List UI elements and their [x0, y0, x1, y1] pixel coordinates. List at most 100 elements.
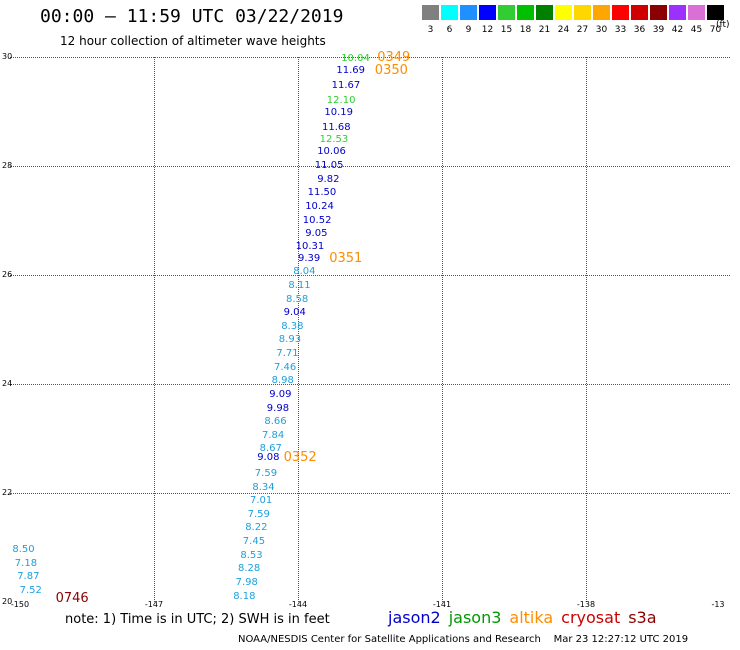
wave-height-label: 7.59 [248, 509, 270, 520]
wave-height-label: 11.68 [322, 122, 351, 133]
scale-label: 21 [536, 25, 553, 35]
footer-credit: NOAA/NESDIS Center for Satellite Applica… [238, 634, 688, 645]
scale-swatch [650, 5, 667, 20]
scale-label: 42 [669, 25, 686, 35]
y-tick-label: 28 [2, 161, 16, 170]
scale-swatch [612, 5, 629, 20]
legend-item-altika: altika [509, 608, 553, 627]
wave-height-label: 10.04 [341, 53, 370, 64]
scale-swatch [669, 5, 686, 20]
wave-height-label: 10.06 [317, 146, 346, 157]
wave-height-label: 8.11 [288, 280, 310, 291]
satellite-legend: jason2 jason3 altika cryosat s3a [388, 608, 665, 627]
page-title: 00:00 – 11:59 UTC 03/22/2019 [40, 6, 343, 27]
y-tick-label: 22 [2, 488, 16, 497]
scale-swatch [422, 5, 439, 20]
time-label: 0350 [375, 63, 408, 78]
latitude-gridline [10, 166, 730, 167]
scale-label: 30 [593, 25, 610, 35]
wave-height-label: 9.08 [257, 452, 279, 463]
scale-label: 39 [650, 25, 667, 35]
legend-item-jason2: jason2 [388, 608, 441, 627]
wave-height-label: 8.58 [286, 294, 308, 305]
scale-label: 33 [612, 25, 629, 35]
wave-height-label: 7.59 [255, 468, 277, 479]
scale-label: 9 [460, 25, 477, 35]
scale-label: 3 [422, 25, 439, 35]
scale-swatch [498, 5, 515, 20]
x-tick-label: -13 [698, 600, 738, 609]
scale-swatch [574, 5, 591, 20]
time-label: 0746 [56, 591, 89, 606]
scale-label: 36 [631, 25, 648, 35]
scale-label: 45 [688, 25, 705, 35]
wave-height-label: 8.98 [272, 375, 294, 386]
latitude-gridline [10, 275, 730, 276]
time-label: 0351 [329, 251, 362, 266]
wave-height-label: 8.38 [281, 321, 303, 332]
wave-height-label: 10.52 [303, 215, 332, 226]
wave-height-label: 11.69 [336, 65, 365, 76]
scale-label: 12 [479, 25, 496, 35]
wave-height-label: 8.93 [279, 334, 301, 345]
time-label: 0352 [284, 450, 317, 465]
wave-height-label: 9.04 [284, 307, 306, 318]
x-tick-label: -147 [134, 600, 174, 609]
wave-height-label: 7.71 [276, 348, 298, 359]
scale-swatch [593, 5, 610, 20]
scale-swatch [707, 5, 724, 20]
y-tick-label: 24 [2, 379, 16, 388]
wave-height-label: 8.53 [240, 550, 262, 561]
wave-height-label: 8.28 [238, 563, 260, 574]
wave-height-label: 9.98 [267, 403, 289, 414]
y-tick-label: 30 [2, 52, 16, 61]
x-tick-label: -144 [278, 600, 318, 609]
scale-swatch [536, 5, 553, 20]
wave-height-label: 11.67 [332, 80, 361, 91]
scale-swatch [441, 5, 458, 20]
scale-label: 6 [441, 25, 458, 35]
scale-swatch [555, 5, 572, 20]
wave-height-label: 10.24 [305, 201, 334, 212]
wave-height-label: 8.22 [245, 522, 267, 533]
scale-swatch [479, 5, 496, 20]
latitude-gridline [10, 493, 730, 494]
latitude-gridline [10, 384, 730, 385]
legend-item-s3a: s3a [628, 608, 656, 627]
note-text: note: 1) Time is in UTC; 2) SWH is in fe… [65, 612, 330, 627]
wave-height-label: 7.52 [20, 585, 42, 596]
scale-swatch [688, 5, 705, 20]
wave-height-label: 7.18 [15, 558, 37, 569]
wave-height-label: 7.01 [250, 495, 272, 506]
map-plot-area [10, 57, 730, 602]
wave-height-label: 12.10 [327, 95, 356, 106]
wave-height-label: 7.45 [243, 536, 265, 547]
page-subtitle: 12 hour collection of altimeter wave hei… [60, 34, 326, 48]
x-tick-label: -150 [0, 600, 40, 609]
wave-height-label: 8.50 [12, 544, 34, 555]
wave-height-label: 8.18 [233, 591, 255, 602]
wave-height-label: 7.46 [274, 362, 296, 373]
wave-height-label: 9.82 [317, 174, 339, 185]
wave-height-label: 8.04 [293, 266, 315, 277]
longitude-gridline [586, 57, 587, 602]
wave-height-label: 9.39 [298, 253, 320, 264]
legend-item-jason3: jason3 [449, 608, 502, 627]
wave-height-label: 10.31 [296, 241, 325, 252]
wave-height-label: 7.87 [17, 571, 39, 582]
latitude-gridline [10, 57, 730, 58]
wave-height-label: 7.84 [262, 430, 284, 441]
wave-height-label: 8.66 [264, 416, 286, 427]
scale-swatch [631, 5, 648, 20]
wave-height-label: 9.05 [305, 228, 327, 239]
scale-swatch [460, 5, 477, 20]
scale-label: 18 [517, 25, 534, 35]
legend-item-cryosat: cryosat [561, 608, 620, 627]
units-label: (ft) [716, 20, 730, 30]
wave-height-label: 8.34 [252, 482, 274, 493]
scale-swatch [517, 5, 534, 20]
wave-height-label: 9.09 [269, 389, 291, 400]
longitude-gridline [442, 57, 443, 602]
scale-label: 15 [498, 25, 515, 35]
scale-label: 27 [574, 25, 591, 35]
